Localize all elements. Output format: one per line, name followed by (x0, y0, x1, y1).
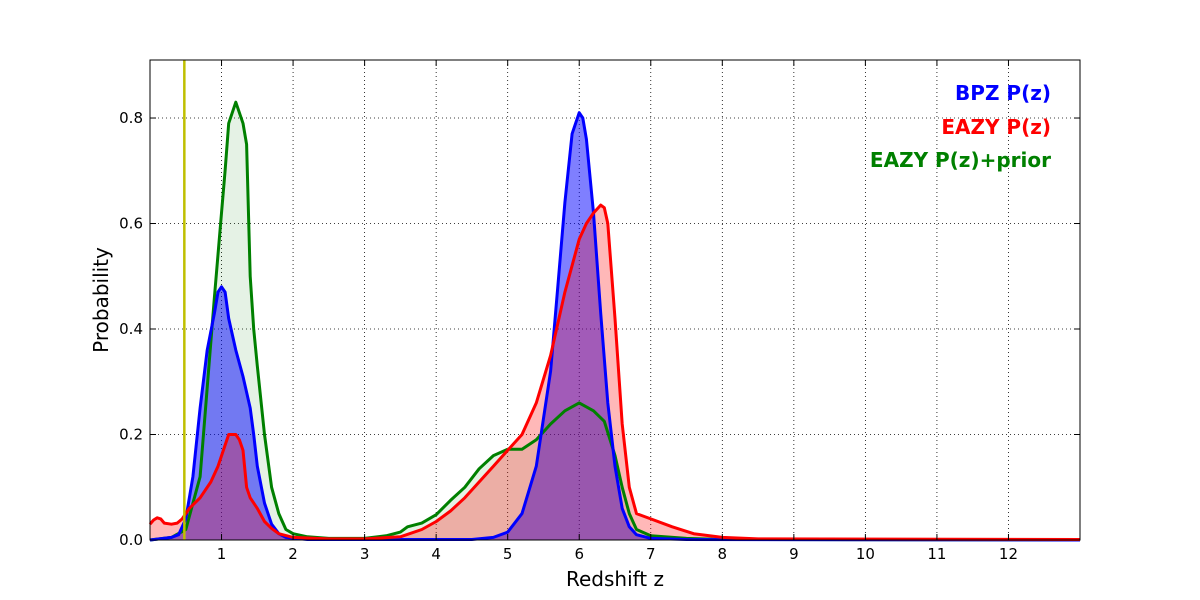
x-tick-label-5: 6 (574, 545, 584, 563)
x-tick-label-3: 4 (431, 545, 441, 563)
x-tick-label-4: 5 (503, 545, 513, 563)
y-tick-label-3: 0.6 (119, 215, 143, 233)
legend: BPZ P(z) EAZY P(z) EAZY P(z)+prior (870, 81, 1051, 172)
x-tick-label-2: 3 (360, 545, 370, 563)
series-fill-2 (150, 205, 1080, 540)
x-tick-label-11: 12 (999, 545, 1018, 563)
series-line-0 (149, 100, 1081, 542)
x-tick-label-10: 11 (927, 545, 946, 563)
x-tick-label-6: 7 (646, 545, 656, 563)
series-line-2 (148, 203, 1081, 541)
x-tick-label-1: 2 (288, 545, 298, 563)
x-tick-label-9: 10 (856, 545, 875, 563)
legend-entry-eazy: EAZY P(z) (941, 115, 1051, 139)
series-fills (150, 102, 1080, 540)
x-axis-label: Redshift z (566, 567, 664, 591)
legend-entry-bpz: BPZ P(z) (955, 81, 1051, 105)
series-fill-1 (150, 112, 1080, 540)
x-tick-label-7: 8 (718, 545, 728, 563)
axis-ticks: 1 2 3 4 5 6 7 8 9 10 11 120.00.20.40.60.8 (119, 60, 1080, 563)
y-tick-label-0: 0.0 (119, 531, 143, 549)
y-tick-label-1: 0.2 (119, 426, 143, 444)
plot-frame (149, 59, 1081, 541)
legend-entry-eazy-prior: EAZY P(z)+prior (870, 148, 1051, 172)
y-tick-label-4: 0.8 (119, 109, 143, 127)
x-tick-label-8: 9 (789, 545, 799, 563)
x-tick-label-0: 1 (217, 545, 227, 563)
y-tick-label-2: 0.4 (119, 320, 143, 338)
y-axis-label: Probability (89, 247, 113, 353)
